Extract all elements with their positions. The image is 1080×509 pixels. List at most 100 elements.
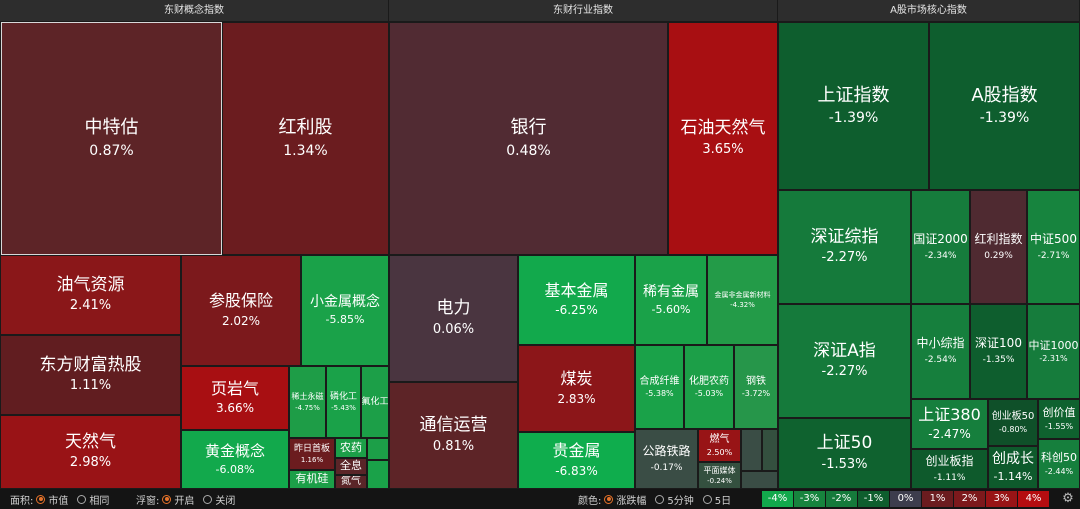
- tile-name: 创价值: [1042, 406, 1076, 420]
- tile-guijinshu[interactable]: 贵金属 -6.83%: [518, 432, 635, 489]
- tile-shenzhenga[interactable]: 深证A指 -2.27%: [778, 304, 911, 418]
- color-mode-control: 颜色: 涨跌幅 5分钟 5日: [578, 489, 731, 509]
- tile-gonglu[interactable]: 公路铁路 -0.17%: [635, 429, 698, 489]
- tile-name: 科创50: [1041, 451, 1077, 465]
- float-radio-off[interactable]: [203, 494, 213, 504]
- tile-agu[interactable]: A股指数 -1.39%: [929, 22, 1080, 190]
- tile-shiyou[interactable]: 石油天然气 3.65%: [668, 22, 778, 255]
- tile-shenzhengzong[interactable]: 深证综指 -2.27%: [778, 190, 911, 304]
- tile-ranqi[interactable]: 燃气 2.50%: [698, 429, 741, 462]
- area-option-marketcap[interactable]: 市值: [48, 495, 69, 507]
- tile-small-e[interactable]: [741, 471, 778, 489]
- tile-shangzheng50[interactable]: 上证50 -1.53%: [778, 418, 911, 489]
- tile-honglizhishu[interactable]: 红利指数 0.29%: [970, 190, 1027, 304]
- tile-change-pct: 0.48%: [506, 142, 551, 159]
- tile-small-c[interactable]: [741, 429, 762, 471]
- float-window-control: 浮窗: 开启 关闭: [136, 489, 235, 509]
- tile-name: 上证380: [918, 404, 981, 424]
- tile-dongfang[interactable]: 东方财富热股 1.11%: [0, 335, 181, 415]
- color-radio-5min[interactable]: [655, 494, 665, 504]
- tile-change-pct: -6.25%: [555, 303, 598, 318]
- tile-change-pct: -5.38%: [645, 389, 674, 399]
- legend-swatch: 1%: [922, 491, 953, 507]
- tile-change-pct: -1.35%: [982, 355, 1015, 366]
- tile-xiyoujinshu[interactable]: 稀有金属 -5.60%: [635, 255, 707, 345]
- area-option-equal[interactable]: 相同: [89, 495, 110, 507]
- area-radio-marketcap[interactable]: [36, 494, 46, 504]
- tile-linhuagong[interactable]: 磷化工 -5.43%: [326, 366, 361, 438]
- tile-chuangyeban50[interactable]: 创业板50 -0.80%: [988, 399, 1038, 446]
- tile-chuangyebanzhi[interactable]: 创业板指 -1.11%: [911, 449, 988, 489]
- tile-kechuang50[interactable]: 科创50 -2.44%: [1038, 439, 1080, 489]
- color-radio-5day[interactable]: [702, 494, 712, 504]
- tile-danqi[interactable]: 氮气: [335, 475, 367, 489]
- tile-zuoridaban[interactable]: 昨日首板 1.16%: [289, 438, 335, 470]
- tile-small-a[interactable]: [367, 438, 389, 460]
- tile-name: 化肥农药: [689, 375, 729, 387]
- tile-name: 上证指数: [817, 84, 890, 106]
- tile-change-pct: -1.55%: [1044, 421, 1074, 431]
- tile-huafei[interactable]: 化肥农药 -5.03%: [684, 345, 734, 429]
- tile-fuhuagong[interactable]: 氟化工: [361, 366, 389, 438]
- color-radio-change[interactable]: [604, 494, 614, 504]
- tile-jibenjinshu[interactable]: 基本金属 -6.25%: [518, 255, 635, 345]
- tile-hongli[interactable]: 红利股 1.34%: [222, 22, 389, 255]
- float-option-on[interactable]: 开启: [174, 495, 195, 507]
- tile-change-pct: 0.87%: [89, 142, 134, 159]
- tile-small-b[interactable]: [367, 460, 389, 489]
- tile-xitu[interactable]: 稀土永磁 -4.75%: [289, 366, 326, 438]
- area-mode-control: 面积: 市值 相同: [10, 489, 109, 509]
- tile-name: 深证100: [975, 336, 1022, 351]
- tile-chuangchengzhang[interactable]: 创成长 -1.14%: [988, 446, 1038, 489]
- tile-name: 石油天然气: [680, 118, 766, 139]
- float-radio-on[interactable]: [162, 494, 172, 504]
- tile-name: 上证50: [816, 433, 873, 454]
- tile-yinhang[interactable]: 银行 0.48%: [389, 22, 668, 255]
- tile-name: 农药: [340, 440, 362, 454]
- tile-pingmian[interactable]: 平面媒体 -0.24%: [698, 462, 741, 489]
- area-radio-equal[interactable]: [77, 494, 87, 504]
- tile-dianli[interactable]: 电力 0.06%: [389, 255, 518, 382]
- tile-gangtie[interactable]: 钢铁 -3.72%: [734, 345, 778, 429]
- tile-tianranqi[interactable]: 天然气 2.98%: [0, 415, 181, 489]
- tile-change-pct: -1.11%: [933, 472, 966, 483]
- tile-nongyao[interactable]: 农药: [335, 438, 367, 458]
- tile-name: 东方财富热股: [39, 354, 142, 375]
- color-option-5day[interactable]: 5日: [714, 495, 732, 507]
- tile-change-pct: -1.39%: [828, 110, 879, 127]
- gear-icon[interactable]: ⚙: [1062, 491, 1074, 506]
- tile-youjigui[interactable]: 有机硅: [289, 470, 335, 489]
- tile-tongxin[interactable]: 通信运营 0.81%: [389, 382, 518, 489]
- tile-quanxi[interactable]: 全息: [335, 458, 367, 475]
- tile-shangzheng380[interactable]: 上证380 -2.47%: [911, 399, 988, 449]
- tile-name: 参股保险: [208, 291, 273, 311]
- tile-change-pct: 2.02%: [221, 313, 261, 328]
- legend-swatch: -3%: [794, 491, 825, 507]
- tile-meitan[interactable]: 煤炭 2.83%: [518, 345, 635, 432]
- tile-chuangxinzhi[interactable]: 创价值 -1.55%: [1038, 399, 1080, 439]
- tile-name: A股指数: [971, 84, 1038, 106]
- tile-yeyanqi[interactable]: 页岩气 3.66%: [181, 366, 289, 430]
- tile-zhongzheng500[interactable]: 中证500 -2.71%: [1027, 190, 1080, 304]
- tile-canguBaoxian[interactable]: 参股保险 2.02%: [181, 255, 301, 366]
- tile-zhongxiao[interactable]: 中小综指 -2.54%: [911, 304, 970, 399]
- tile-guozheng2000[interactable]: 国证2000 -2.34%: [911, 190, 970, 304]
- tile-change-pct: 1.11%: [69, 378, 112, 394]
- tile-name: 深证综指: [810, 226, 879, 247]
- color-option-change[interactable]: 涨跌幅: [616, 495, 647, 507]
- tile-small-d[interactable]: [762, 429, 778, 471]
- tile-shenzheng100[interactable]: 深证100 -1.35%: [970, 304, 1027, 399]
- tile-zhongte[interactable]: 中特估 0.87%: [1, 22, 222, 255]
- tile-feijinshu[interactable]: 金属非金属新材料 -4.32%: [707, 255, 778, 345]
- color-option-5min[interactable]: 5分钟: [667, 495, 694, 507]
- tile-hecheng[interactable]: 合成纤维 -5.38%: [635, 345, 684, 429]
- float-option-off[interactable]: 关闭: [215, 495, 236, 507]
- tile-huangjin[interactable]: 黄金概念 -6.08%: [181, 430, 289, 489]
- tile-change-pct: -2.27%: [821, 250, 868, 266]
- tile-change-pct: -2.27%: [821, 364, 868, 380]
- tile-youqi[interactable]: 油气资源 2.41%: [0, 255, 181, 335]
- tile-name: 黄金概念: [204, 441, 265, 460]
- tile-zhongzheng1000[interactable]: 中证1000 -2.31%: [1027, 304, 1080, 399]
- tile-shangzheng[interactable]: 上证指数 -1.39%: [778, 22, 929, 190]
- tile-xiaojinshu[interactable]: 小金属概念 -5.85%: [301, 255, 389, 366]
